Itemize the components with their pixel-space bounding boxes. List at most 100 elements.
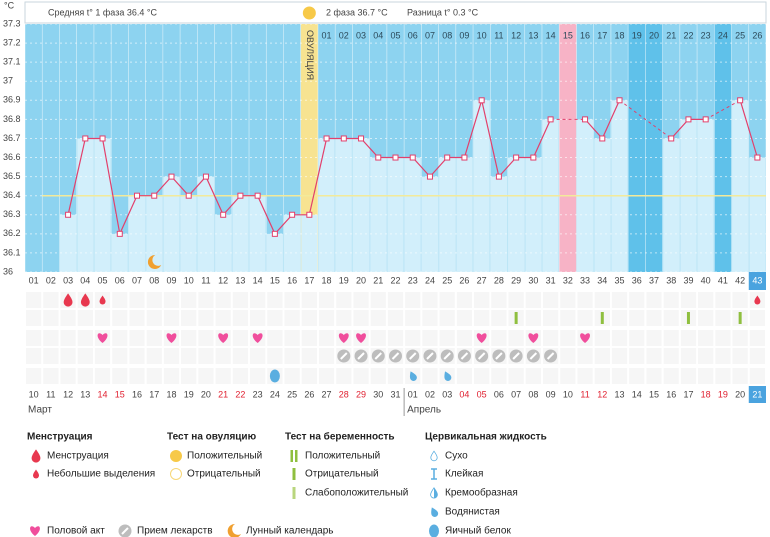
icon-shape xyxy=(269,369,280,383)
icon-cf-watery xyxy=(431,507,439,517)
symbol-cell xyxy=(301,368,317,384)
symbol-cell xyxy=(560,348,576,364)
symbol-cell xyxy=(301,292,317,308)
symbol-cell xyxy=(112,330,128,346)
day-label: 20 xyxy=(356,275,366,285)
y-tick-label: 36.6 xyxy=(3,152,21,162)
date-label: 25 xyxy=(287,389,297,399)
symbol-cell xyxy=(129,310,145,326)
symbol-cell xyxy=(715,368,731,384)
icon-shape xyxy=(99,295,106,305)
phase-day-label: 26 xyxy=(752,30,762,40)
temperature-point xyxy=(702,116,709,123)
symbol-cell xyxy=(439,310,455,326)
legend-title: Тест на овуляцию xyxy=(167,432,257,443)
day-label: 11 xyxy=(201,275,210,285)
day-label: 42 xyxy=(735,275,745,285)
day-label: 37 xyxy=(649,275,659,285)
icon-pill xyxy=(423,349,437,363)
temperature-point xyxy=(116,230,123,237)
day-label: 04 xyxy=(80,275,90,285)
symbol-cell xyxy=(749,368,765,384)
icon-pill xyxy=(526,349,540,363)
date-label: 21 xyxy=(218,389,228,399)
symbol-cell xyxy=(715,348,731,364)
symbol-cell xyxy=(112,310,128,326)
day-label: 36 xyxy=(632,275,642,285)
symbol-cell xyxy=(405,310,421,326)
symbol-cell xyxy=(215,348,231,364)
icon-shape xyxy=(444,371,452,381)
icon-shape xyxy=(754,295,761,305)
gap-bridge xyxy=(705,99,741,120)
temperature-point xyxy=(237,192,244,199)
symbol-cell xyxy=(749,310,765,326)
icon-pill xyxy=(406,349,420,363)
symbol-cell xyxy=(284,292,300,308)
phase-day-label: 11 xyxy=(494,30,503,40)
day-label: 10 xyxy=(184,275,194,285)
date-label: 18 xyxy=(166,389,176,399)
phase-day-label: 01 xyxy=(322,30,332,40)
symbol-cell xyxy=(284,348,300,364)
date-label: 08 xyxy=(528,389,538,399)
icon-pill xyxy=(544,349,558,363)
day-label: 38 xyxy=(666,275,676,285)
icon-shape xyxy=(529,352,538,360)
symbol-cell xyxy=(422,310,438,326)
icon-sex xyxy=(580,333,590,343)
temperature-bar xyxy=(180,195,197,272)
icon-shape xyxy=(290,450,293,462)
symbol-cell xyxy=(680,330,697,346)
symbol-cell xyxy=(749,330,765,346)
legend-label: Менструация xyxy=(47,451,109,462)
symbol-cell xyxy=(198,368,214,384)
symbol-cell xyxy=(232,368,249,384)
month-label: Апрель xyxy=(407,405,441,416)
symbol-cell xyxy=(267,292,283,308)
symbol-cell xyxy=(542,292,559,308)
date-label: 01 xyxy=(408,389,418,399)
phase-day-label: 15 xyxy=(563,30,573,40)
icon-shape xyxy=(63,293,73,307)
symbol-cell xyxy=(646,310,662,326)
phase-day-label: 24 xyxy=(718,30,728,40)
y-tick-label: 37 xyxy=(3,76,13,86)
icon-spotting xyxy=(99,295,106,305)
legend-label: Небольшие выделения xyxy=(47,468,155,480)
icon-sex xyxy=(30,526,40,536)
symbol-cell xyxy=(112,348,128,364)
icon-shape xyxy=(338,333,349,343)
date-label: 16 xyxy=(132,389,142,399)
day-label: 28 xyxy=(494,275,504,285)
temperature-point xyxy=(99,135,106,142)
day-label: 21 xyxy=(373,275,383,285)
day-label: 15 xyxy=(270,275,280,285)
symbol-cell xyxy=(198,292,214,308)
symbol-cell xyxy=(491,310,507,326)
day-label: 41 xyxy=(718,275,728,285)
icon-pill xyxy=(475,349,489,363)
temperature-point xyxy=(461,154,468,161)
y-tick-label: 37.3 xyxy=(3,18,21,28)
day-label: 26 xyxy=(459,275,469,285)
legend-label: Лунный календарь xyxy=(246,526,334,537)
symbol-cell xyxy=(663,330,679,346)
symbol-cell xyxy=(560,330,576,346)
symbol-cell xyxy=(250,292,266,308)
symbol-cell xyxy=(456,330,473,346)
phase-day-label: 13 xyxy=(528,30,538,40)
y-tick-label: 36.2 xyxy=(3,228,21,238)
temperature-point xyxy=(737,97,744,104)
phase-day-label: 20 xyxy=(649,30,659,40)
symbol-cell xyxy=(577,348,593,364)
symbol-cell xyxy=(26,310,42,326)
temperature-bar xyxy=(404,157,421,272)
temperature-point xyxy=(340,135,347,142)
temperature-bar xyxy=(732,100,749,272)
symbol-cell xyxy=(318,330,335,346)
day-label: 34 xyxy=(597,275,607,285)
temperature-bar xyxy=(611,100,628,272)
symbol-cell xyxy=(491,368,507,384)
icon-shape xyxy=(121,527,129,535)
